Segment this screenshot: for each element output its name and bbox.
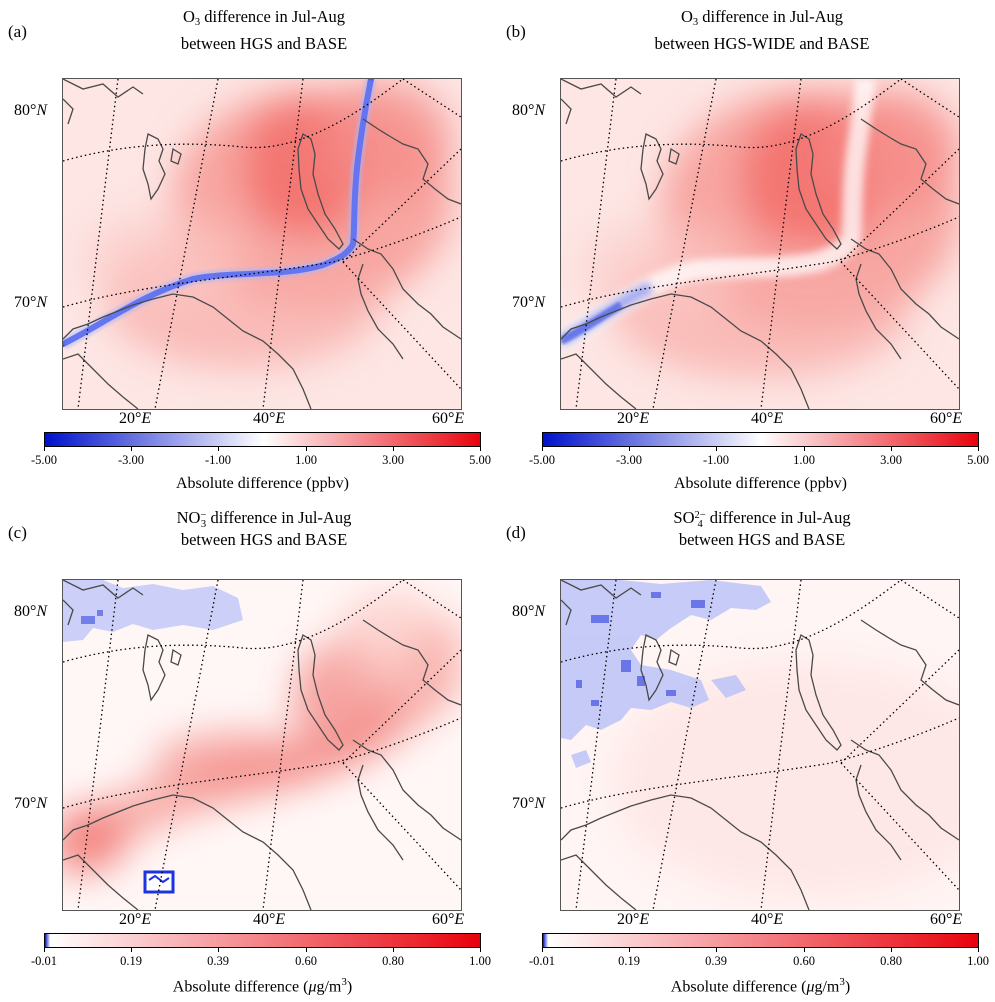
map-no3-hgs [62, 579, 462, 911]
lat-label-70: 70°N [14, 294, 48, 311]
lon-label-20: 20°E [119, 410, 152, 427]
lon-label-40: 40°E [253, 410, 286, 427]
colorbar-tick: 0.60 [295, 954, 317, 968]
colorbar-tick: 1.00 [295, 453, 317, 467]
colorbar-tick: -5.00 [30, 453, 58, 467]
lat-label-70: 70°N [14, 795, 48, 812]
panel-label: (a) [8, 22, 27, 41]
colorbar-tick: 0.19 [618, 954, 640, 968]
lat-label-80: 80°N [512, 603, 546, 620]
lon-label-40: 40°E [751, 410, 784, 427]
panel-title: O3 difference in Jul-Aug between HGS and… [180, 7, 348, 53]
lon-label-20: 20°E [617, 911, 650, 928]
lon-label-60: 60°E [432, 911, 465, 928]
lat-label-70: 70°N [512, 795, 546, 812]
lon-label-60: 60°E [432, 410, 465, 427]
panel-label: (b) [506, 22, 526, 41]
colorbar-tick: 1.00 [469, 954, 491, 968]
colorbar-tick: -3.00 [615, 453, 643, 467]
panel-a: (a) O3 difference in Jul-Aug between HGS… [0, 0, 497, 501]
lon-label-40: 40°E [253, 911, 286, 928]
colorbar-tick: 5.00 [967, 453, 989, 467]
colorbar-tick: 0.39 [207, 954, 229, 968]
lon-label-20: 20°E [617, 410, 650, 427]
colorbar-title: Absolute difference (ppbv) [674, 475, 847, 492]
panel-label: (d) [506, 523, 526, 542]
colorbar-tick: 0.39 [705, 954, 727, 968]
lat-label-70: 70°N [512, 294, 546, 311]
colorbar [542, 933, 979, 948]
colorbar-tick: 3.00 [880, 453, 902, 467]
panel-b: (b) O3 difference in Jul-Aug between HGS… [498, 0, 995, 501]
colorbar-tick: 0.80 [382, 954, 404, 968]
colorbar-tick: -0.01 [30, 954, 58, 968]
lon-label-20: 20°E [119, 911, 152, 928]
lon-label-40: 40°E [751, 911, 784, 928]
colorbar [44, 432, 481, 447]
panel-title: NO −3 difference in Jul-Aug between HGS a… [176, 508, 352, 549]
colorbar-tick: 0.80 [880, 954, 902, 968]
lat-label-80: 80°N [14, 102, 48, 119]
lon-label-60: 60°E [930, 911, 963, 928]
colorbar-tick: 0.60 [793, 954, 815, 968]
map-o3-hgs [62, 78, 462, 410]
colorbar-tick: 3.00 [382, 453, 404, 467]
panel-title: O3 difference in Jul-Aug between HGS-WID… [654, 7, 870, 53]
colorbar [44, 933, 481, 948]
panel-title: SO 2− 4 difference in Jul-Aug between HGS … [673, 508, 851, 549]
colorbar-tick: -3.00 [117, 453, 145, 467]
colorbar-tick: 1.00 [967, 954, 989, 968]
colorbar-tick: -1.00 [702, 453, 730, 467]
panel-label: (c) [8, 523, 27, 542]
colorbar-tick: -0.01 [528, 954, 556, 968]
colorbar-title: Absolute difference (μg/m3) [670, 976, 851, 996]
colorbar [542, 432, 979, 447]
lat-label-80: 80°N [14, 603, 48, 620]
lat-label-80: 80°N [512, 102, 546, 119]
panel-c: (c) NO −3 difference in Jul-Aug between H… [0, 501, 497, 1002]
colorbar-tick: 0.19 [120, 954, 142, 968]
colorbar-title: Absolute difference (μg/m3) [172, 976, 353, 996]
colorbar-tick: -5.00 [528, 453, 556, 467]
map-o3-hgs-wide [560, 78, 960, 410]
lon-label-60: 60°E [930, 410, 963, 427]
colorbar-tick: -1.00 [204, 453, 232, 467]
map-so4-hgs [560, 579, 960, 911]
panel-d: (d) SO 2− 4 difference in Jul-Aug between … [498, 501, 995, 1002]
colorbar-title: Absolute difference (ppbv) [176, 475, 349, 492]
colorbar-tick: 1.00 [793, 453, 815, 467]
colorbar-tick: 5.00 [469, 453, 491, 467]
